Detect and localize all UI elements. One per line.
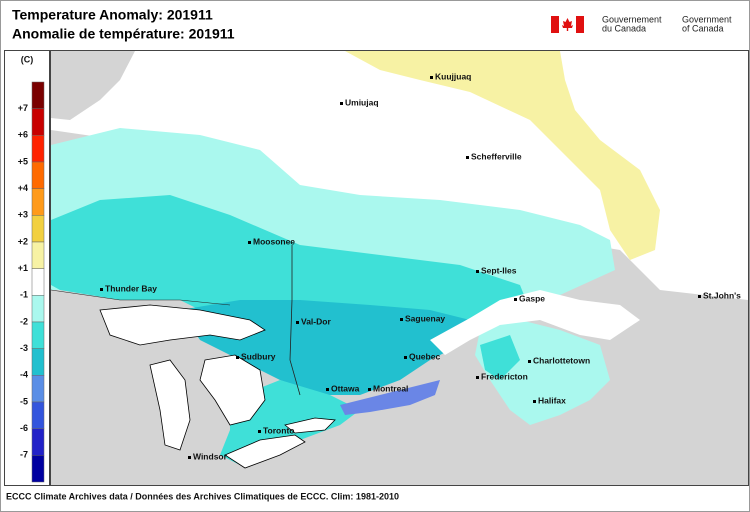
gov-en-line2: of Canada xyxy=(682,23,724,33)
legend-swatch xyxy=(31,81,45,109)
legend-label: -4 xyxy=(20,370,28,380)
city-labels: Kuujjuaq Umiujaq Schefferville Moosonee Sept… xyxy=(100,71,741,461)
legend-unit: (C) xyxy=(21,54,34,64)
legend-swatch xyxy=(31,401,45,429)
city-label: Fredericton xyxy=(481,371,528,381)
legend-label: +6 xyxy=(18,130,28,140)
legend-swatch xyxy=(31,215,45,243)
city-marker xyxy=(698,295,701,298)
legend-label: +3 xyxy=(18,210,28,220)
city-label: St.John's xyxy=(703,290,741,300)
map: Kuujjuaq Umiujaq Schefferville Moosonee Sept… xyxy=(50,50,749,486)
legend-label: +5 xyxy=(18,156,28,166)
canada-flag xyxy=(551,16,584,33)
legend-label: -7 xyxy=(20,450,28,460)
city-label: Val-Dor xyxy=(301,316,331,326)
city-label: Thunder Bay xyxy=(105,283,157,293)
title-fr: Anomalie de température: 201911 xyxy=(12,26,235,42)
legend-label: -1 xyxy=(20,290,28,300)
gov-en-line1: Government xyxy=(682,14,732,24)
legend-swatch xyxy=(31,108,45,136)
legend-swatch xyxy=(31,348,45,376)
legend-swatch xyxy=(31,375,45,403)
city-label: Quebec xyxy=(409,351,440,361)
legend-label: -6 xyxy=(20,423,28,433)
legend-swatch xyxy=(31,455,45,483)
city-label: Umiujaq xyxy=(345,97,379,107)
city-label: Kuujjuaq xyxy=(435,71,471,81)
title-en: Temperature Anomaly: 201911 xyxy=(12,7,213,23)
city-marker xyxy=(188,456,191,459)
city-marker xyxy=(368,388,371,391)
city-marker xyxy=(326,388,329,391)
city-marker xyxy=(236,356,239,359)
legend-swatch xyxy=(31,161,45,189)
gov-fr-line1: Gouvernement xyxy=(602,14,662,24)
city-marker xyxy=(514,298,517,301)
city-label: Toronto xyxy=(263,425,294,435)
legend-swatch xyxy=(31,135,45,163)
map-border xyxy=(50,50,749,486)
city-marker xyxy=(533,400,536,403)
city-marker xyxy=(476,270,479,273)
city-marker xyxy=(248,241,251,244)
city-marker xyxy=(100,288,103,291)
gov-fr-line2: du Canada xyxy=(602,23,646,33)
city-marker xyxy=(430,76,433,79)
legend-swatch xyxy=(31,268,45,296)
city-label: Schefferville xyxy=(471,151,522,161)
footer: ECCC Climate Archives data / Données des… xyxy=(6,491,399,501)
city-marker xyxy=(258,430,261,433)
city-label: Moosonee xyxy=(253,236,295,246)
city-label: Halifax xyxy=(538,395,566,405)
city-label: Ottawa xyxy=(331,383,360,393)
city-marker xyxy=(476,376,479,379)
legend-label: +2 xyxy=(18,236,28,246)
city-marker xyxy=(466,156,469,159)
city-label: Sept-Iles xyxy=(481,265,517,275)
city-marker xyxy=(404,356,407,359)
city-label: Gaspe xyxy=(519,293,545,303)
city-label: Windsor xyxy=(193,451,228,461)
legend-label: -2 xyxy=(20,316,28,326)
city-marker xyxy=(400,318,403,321)
legend-swatch xyxy=(31,295,45,323)
city-label: Charlottetown xyxy=(533,355,590,365)
city-marker xyxy=(340,102,343,105)
legend-label: +1 xyxy=(18,263,28,273)
legend-label: -3 xyxy=(20,343,28,353)
legend-label: -5 xyxy=(20,396,28,406)
legend-swatch xyxy=(31,321,45,349)
legend-scale: +7 +6 +5 +4 +3 +2 +1 -1 -2 -3 -4 -5 -6 -7 xyxy=(18,81,45,483)
city-marker xyxy=(296,321,299,324)
legend-swatch xyxy=(31,428,45,456)
city-label: Montreal xyxy=(373,383,408,393)
city-label: Sudbury xyxy=(241,351,276,361)
city-marker xyxy=(528,360,531,363)
legend-label: +4 xyxy=(18,183,28,193)
city-label: Saguenay xyxy=(405,313,445,323)
legend-swatch xyxy=(31,241,45,269)
legend-swatch xyxy=(31,188,45,216)
legend-label: +7 xyxy=(18,103,28,113)
